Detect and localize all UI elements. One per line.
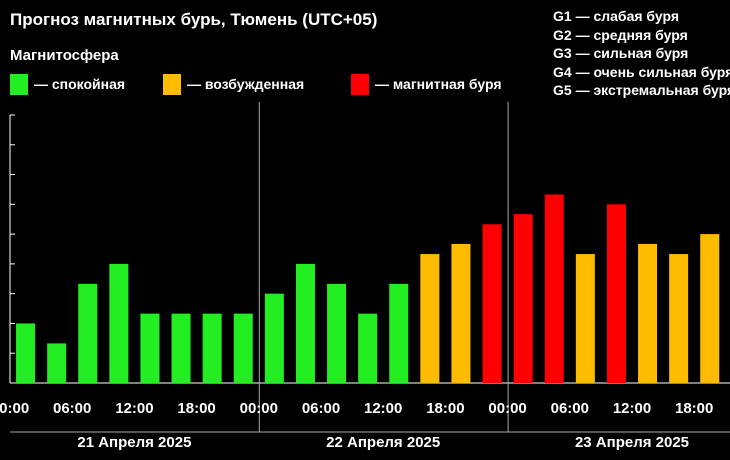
- kp-bar: [669, 254, 689, 383]
- day-label: 22 Апреля 2025: [326, 434, 440, 451]
- chart-title: Прогноз магнитных бурь, Тюмень (UTC+05): [10, 10, 378, 29]
- storm-level-g5: G5 — экстремальная буря: [553, 82, 730, 99]
- kp-bar: [295, 263, 315, 383]
- storm-level-g3: G3 — сильная буря: [553, 45, 689, 62]
- kp-bar: [109, 263, 129, 383]
- kp-bar: [700, 234, 720, 383]
- x-tick-label: 00:00: [0, 400, 29, 417]
- x-tick-label: 06:00: [551, 400, 589, 417]
- legend-label-quiet: — спокойная: [34, 76, 126, 92]
- legend-swatch-active: [163, 73, 181, 95]
- kp-bar: [638, 243, 658, 383]
- kp-bar: [327, 283, 347, 383]
- x-tick-label: 06:00: [53, 400, 91, 417]
- storm-level-legend: G1 — слабая буря G2 — средняя буря G3 — …: [553, 7, 730, 100]
- kp-bar: [575, 254, 595, 383]
- legend-swatch-quiet: [10, 73, 28, 95]
- legend-label-active: — возбужденная: [187, 76, 305, 92]
- kp-bar: [47, 343, 67, 383]
- storm-level-g1: G1 — слабая буря: [553, 8, 680, 24]
- storm-level-g4: G4 — очень сильная буря: [553, 63, 730, 80]
- kp-bar: [389, 283, 409, 383]
- kp-bar: [358, 313, 378, 383]
- kp-bar: [140, 313, 160, 383]
- kp-bar: [451, 243, 471, 383]
- kp-bar: [78, 283, 98, 383]
- legend-item-storm: — магнитная буря: [351, 73, 502, 95]
- kp-bar: [264, 293, 284, 383]
- kp-bar: [544, 194, 564, 383]
- kp-bar: [202, 313, 222, 383]
- legend-swatch-storm: [351, 73, 369, 95]
- x-tick-label: 18:00: [426, 400, 464, 417]
- kp-bar: [233, 313, 253, 383]
- kp-bar: [171, 313, 191, 383]
- legend-label-storm: — магнитная буря: [375, 76, 502, 92]
- x-tick-label: 12:00: [364, 400, 402, 417]
- x-tick-label: 00:00: [488, 400, 526, 417]
- kp-bar: [606, 204, 626, 383]
- x-tick-label: 12:00: [115, 400, 153, 417]
- day-label: 23 Апреля 2025: [575, 434, 689, 451]
- x-tick-label: 12:00: [613, 400, 651, 417]
- x-tick-label: 18:00: [177, 400, 215, 417]
- kp-bar: [482, 224, 502, 383]
- legend-item-active: — возбужденная: [163, 73, 304, 95]
- kp-bar: [16, 323, 36, 383]
- x-tick-label: 00:00: [240, 400, 278, 417]
- kp-bar: [420, 254, 440, 383]
- storm-level-g2: G2 — средняя буря: [553, 26, 688, 43]
- day-label: 21 Апреля 2025: [77, 434, 191, 451]
- x-tick-label: 18:00: [675, 400, 713, 417]
- x-tick-label: 06:00: [302, 400, 340, 417]
- chart-subtitle: Магнитосфера: [10, 47, 119, 64]
- kp-bar: [513, 214, 533, 383]
- legend-item-quiet: — спокойная: [10, 73, 125, 95]
